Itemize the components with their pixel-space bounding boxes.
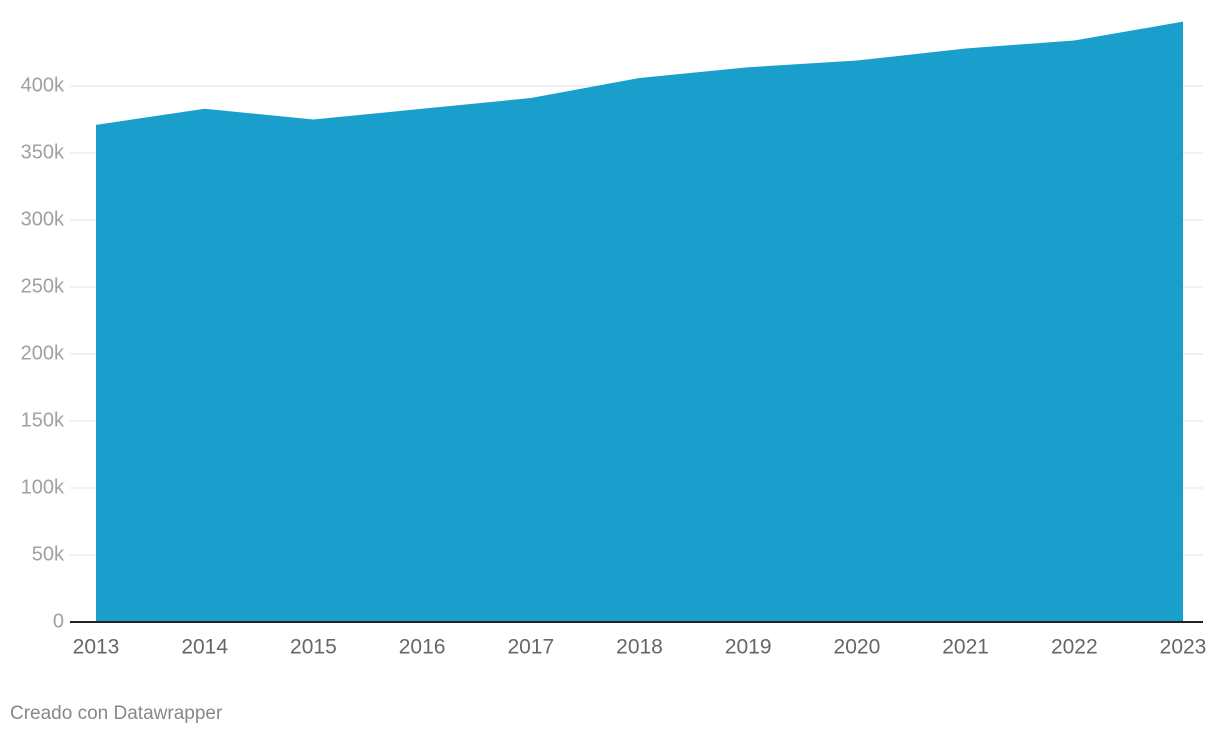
x-tick-label: 2023: [1160, 636, 1207, 659]
x-tick-label: 2016: [399, 636, 446, 659]
y-tick-label: 250k: [21, 275, 65, 297]
x-tick-label: 2018: [616, 636, 663, 659]
x-tick-label: 2013: [73, 636, 120, 659]
footer: Creado con Datawrapper: [10, 703, 223, 724]
area: [96, 21, 1183, 623]
x-tick-label: 2021: [942, 636, 989, 659]
x-tick-label: 2014: [181, 636, 228, 659]
y-tick-label: 50k: [32, 543, 65, 565]
y-tick-label: 400k: [21, 74, 65, 96]
x-tick-label: 2019: [725, 636, 772, 659]
x-tick-label: 2022: [1051, 636, 1098, 659]
y-tick-label: 100k: [21, 476, 65, 498]
x-tick-label: 2015: [290, 636, 337, 659]
x-tick-label: 2017: [507, 636, 554, 659]
y-tick-label: 350k: [21, 141, 65, 163]
y-tick-label: 300k: [21, 208, 65, 230]
y-tick-label: 200k: [21, 342, 65, 364]
y-tick-label: 150k: [21, 409, 65, 431]
x-tick-label: 2020: [834, 636, 881, 659]
y-tick-label: 0: [53, 610, 64, 632]
